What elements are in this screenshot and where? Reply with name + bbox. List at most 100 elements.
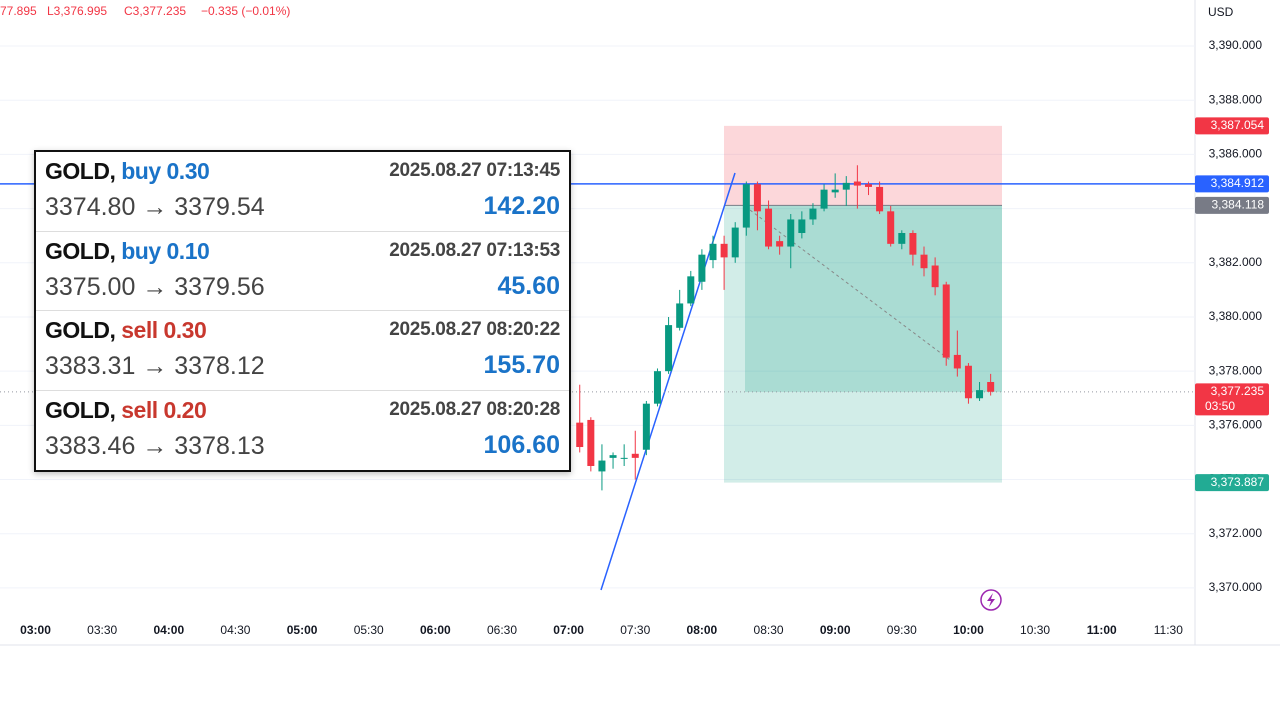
candle-body: [942, 284, 950, 358]
x-tick-label: 10:00: [953, 623, 984, 637]
trade-profit: 106.60: [483, 430, 560, 459]
candle-body: [731, 227, 739, 258]
trade-side: sell 0.20: [121, 396, 207, 423]
trade-title: GOLD, buy 0.30: [45, 158, 210, 185]
price-label: 3,384.912: [1211, 176, 1265, 190]
alert-bolt: [987, 593, 995, 607]
trade-time: 2025.08.27 08:20:22: [389, 319, 560, 340]
y-tick-label: 3,378.000: [1209, 363, 1263, 377]
alert-icon[interactable]: [980, 589, 1002, 611]
candle-body: [798, 219, 806, 233]
candle-body: [831, 189, 839, 193]
trade-symbol: GOLD,: [45, 317, 116, 343]
trade-side: buy 0.10: [121, 237, 210, 264]
candle-body: [976, 390, 984, 399]
candle-body: [676, 303, 684, 328]
candle-body: [642, 403, 650, 450]
y-tick-label: 3,390.000: [1209, 38, 1263, 52]
price-label-bg: [1195, 383, 1269, 416]
header-change: −0.335 (−0.01%): [201, 4, 290, 18]
stop-zone: [724, 125, 1002, 206]
trade-profit: 142.20: [483, 192, 560, 220]
x-tick-label: 06:30: [487, 623, 517, 637]
trade-panel: GOLD, buy 0.30 2025.08.27 07:13:45 3374.80…: [34, 150, 571, 472]
trade-prices: 3383.46 → 3378.13: [45, 431, 265, 460]
price-label-bg: [1195, 474, 1269, 492]
candle-body: [576, 422, 584, 448]
candle-body: [742, 184, 750, 228]
header-low: L3,376.995: [47, 4, 107, 18]
candle-body: [631, 453, 639, 458]
candle-body: [987, 382, 995, 392]
header-close: C3,377.235: [124, 4, 186, 18]
candle-body: [598, 460, 606, 472]
candle-body: [665, 325, 673, 372]
candle-body: [809, 208, 817, 220]
trade-time: 2025.08.27 07:13:45: [389, 160, 560, 181]
candle-body: [609, 455, 617, 458]
countdown: 03:50: [1205, 399, 1235, 413]
chart-layer: [0, 45, 1195, 591]
trade-symbol: GOLD,: [45, 237, 116, 264]
candle-body: [876, 186, 884, 212]
price-label-bg: [1195, 196, 1269, 214]
trade-symbol: GOLD,: [45, 396, 116, 423]
candle-body: [753, 184, 761, 212]
y-tick-label: 3,382.000: [1209, 255, 1263, 269]
x-tick-label: 07:30: [620, 623, 650, 637]
candle-body: [653, 371, 661, 404]
price-label: 3,387.054: [1211, 118, 1265, 132]
candle-body: [698, 254, 706, 282]
candle-body: [909, 232, 917, 255]
trade-prices: 3375.00 → 3379.56: [45, 272, 265, 301]
candle-body: [887, 211, 895, 244]
x-tick-label: 04:30: [220, 623, 250, 637]
trade-row: GOLD, sell 0.20 2025.08.27 08:20:28 3383.4…: [36, 391, 569, 471]
candle-body: [787, 219, 795, 247]
x-tick-label: 11:30: [1154, 623, 1183, 637]
y-tick-label: 3,388.000: [1209, 92, 1263, 106]
candle-body: [853, 181, 861, 186]
trade-row: GOLD, sell 0.30 2025.08.27 08:20:22 3383.3…: [36, 311, 569, 391]
price-label-bg: [1195, 117, 1269, 135]
candle-body: [687, 276, 695, 304]
x-tick-label: 08:30: [754, 623, 784, 637]
profit-zone: [745, 205, 1002, 392]
price-label-bg: [1195, 175, 1269, 193]
candle-body: [953, 354, 961, 369]
price-label: 3,373.887: [1211, 475, 1265, 489]
x-tick-label: 10:30: [1020, 623, 1050, 637]
trade-time: 2025.08.27 07:13:53: [389, 239, 560, 261]
x-tick-label: 11:00: [1087, 623, 1117, 637]
currency: USD: [1208, 5, 1234, 19]
x-tick-label: 03:00: [20, 623, 51, 637]
candle-body: [964, 365, 972, 399]
y-tick-label: 3,386.000: [1209, 147, 1263, 161]
trade-title: GOLD, sell 0.30: [45, 317, 207, 344]
trade-profit: 45.60: [497, 271, 560, 300]
trade-side: sell 0.30: [121, 317, 207, 343]
trade-prices: 3383.31 → 3378.12: [45, 352, 265, 380]
candle-body: [776, 241, 784, 247]
candle-body: [620, 457, 628, 459]
candle-body: [820, 189, 828, 209]
x-tick-label: 09:30: [887, 623, 917, 637]
candle-body: [864, 184, 872, 187]
trade-title: GOLD, buy 0.10: [45, 237, 210, 265]
trade-time: 2025.08.27 08:20:28: [389, 398, 560, 420]
header-open: 77.895: [0, 4, 37, 18]
candle-body: [920, 254, 928, 269]
trade-prices: 3374.80 → 3379.54: [45, 193, 265, 221]
trade-profit: 155.70: [483, 351, 560, 379]
candle-body: [720, 243, 728, 258]
x-tick-label: 05:30: [354, 623, 384, 637]
x-tick-label: 04:00: [153, 623, 184, 637]
x-tick-label: 08:00: [687, 623, 718, 637]
trade-symbol: GOLD,: [45, 158, 116, 184]
trade-title: GOLD, sell 0.20: [45, 396, 207, 424]
candle-body: [709, 243, 717, 261]
x-tick-label: 07:00: [553, 623, 584, 637]
price-label: 3,384.118: [1212, 198, 1265, 212]
